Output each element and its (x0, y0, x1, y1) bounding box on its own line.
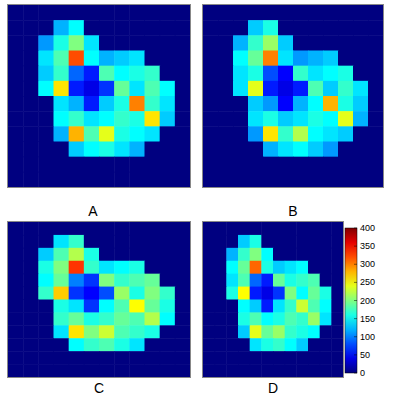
svg-text:350: 350 (360, 241, 375, 251)
html-text:A: A (88, 203, 98, 219)
svg-text:200: 200 (360, 296, 375, 306)
svg-text:400: 400 (360, 223, 375, 233)
html-text:C: C (93, 380, 105, 396)
html-text:D: D (267, 380, 279, 396)
html-text:B: B (288, 203, 298, 219)
svg-text:250: 250 (360, 277, 375, 287)
svg-text:300: 300 (360, 259, 375, 269)
svg-text:100: 100 (360, 332, 375, 342)
svg-text:50: 50 (360, 350, 370, 360)
svg-text:150: 150 (360, 314, 375, 324)
svg-text:0: 0 (360, 368, 365, 378)
